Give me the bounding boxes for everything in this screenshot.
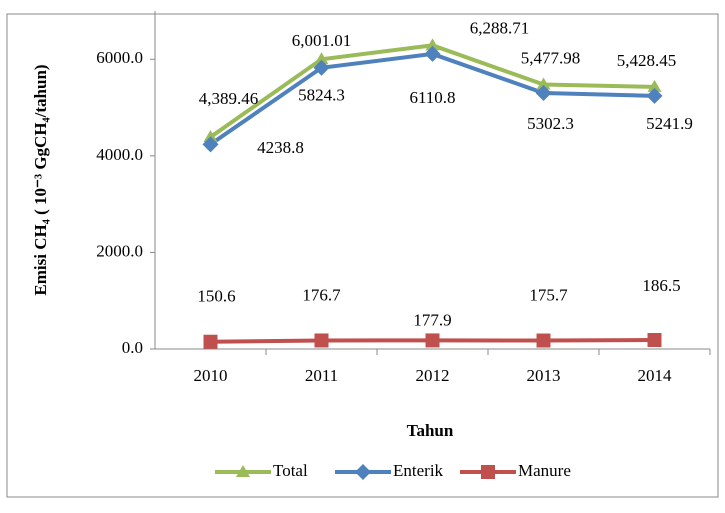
marker: [425, 38, 440, 51]
marker: [425, 333, 440, 348]
legend-label: Total: [273, 461, 308, 480]
data-label: 5,428.45: [617, 51, 677, 70]
marker: [481, 465, 495, 479]
y-tick-label: 0.0: [122, 338, 143, 357]
data-label: 5,477.98: [521, 48, 581, 67]
y-tick-label: 2000.0: [96, 241, 143, 260]
marker: [236, 465, 250, 477]
data-label: 150.6: [197, 287, 235, 306]
marker: [203, 130, 218, 143]
data-label: 4,389.46: [199, 89, 259, 108]
marker: [314, 333, 329, 348]
x-tick-label: 2012: [416, 366, 450, 385]
x-tick-label: 2010: [194, 366, 228, 385]
marker: [314, 52, 329, 65]
data-label: 4238.8: [257, 138, 304, 157]
data-label: 5302.3: [527, 114, 574, 133]
data-label: 186.5: [642, 276, 680, 295]
data-label: 6,001.01: [292, 31, 352, 50]
legend-label: Manure: [518, 461, 571, 480]
legend-label: Enterik: [393, 461, 444, 480]
data-label: 6110.8: [409, 88, 455, 107]
marker: [202, 136, 219, 153]
y-axis-label: Emisi CH₄ ( 10⁻³ GgCH₄/tahun): [31, 64, 50, 295]
y-tick-label: 6000.0: [96, 48, 143, 67]
marker: [535, 84, 552, 101]
marker: [313, 59, 330, 76]
marker: [424, 45, 441, 62]
marker: [355, 464, 371, 480]
x-axis-label: Tahun: [407, 421, 454, 440]
marker: [646, 87, 663, 104]
data-label: 6,288.71: [470, 18, 530, 37]
marker: [203, 334, 218, 349]
x-tick-label: 2014: [638, 366, 673, 385]
x-tick-label: 2013: [527, 366, 561, 385]
data-label: 5241.9: [646, 114, 693, 133]
data-label: 176.7: [302, 285, 341, 304]
data-label: 177.9: [413, 310, 451, 329]
data-label: 175.7: [529, 285, 568, 304]
y-tick-label: 4000.0: [96, 145, 143, 164]
x-tick-label: 2011: [305, 366, 338, 385]
marker: [647, 332, 662, 347]
marker: [647, 79, 662, 92]
data-label: 5824.3: [298, 86, 345, 105]
marker: [536, 77, 551, 90]
marker: [536, 333, 551, 348]
